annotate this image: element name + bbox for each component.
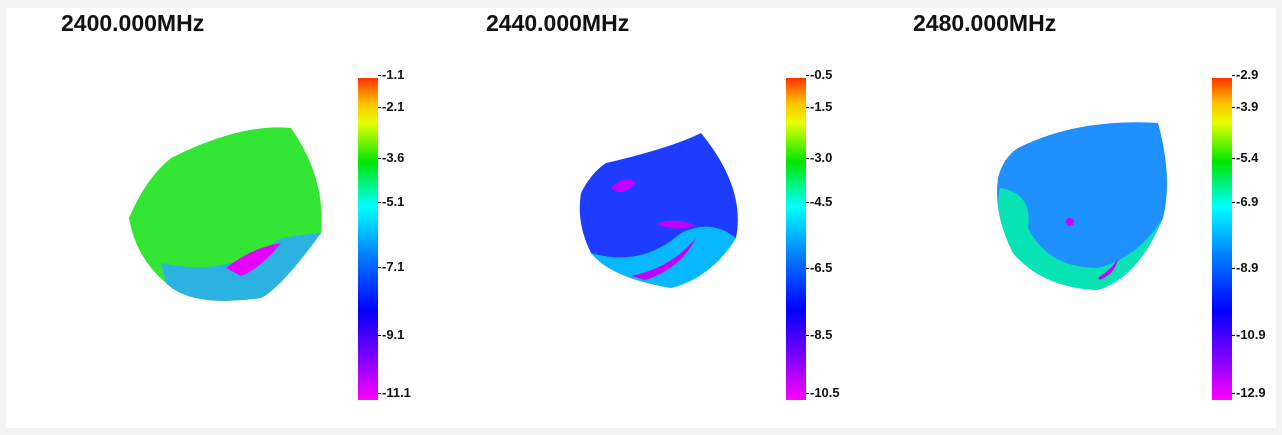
pattern-hotspot — [226, 243, 281, 276]
colorbar-tick: -5.1 — [377, 194, 405, 209]
panel-2440mhz: 2440.000MHz -0.5 -1.5 -3.0 -4.5 -6.5 -8.… — [431, 8, 856, 428]
pattern-lower-lobe — [591, 226, 736, 288]
colorbar — [786, 78, 806, 400]
pattern-lower-lobe — [998, 188, 1163, 290]
radiation-pattern-3d — [997, 122, 1167, 291]
colorbar-tick: -2.1 — [377, 99, 405, 114]
colorbar-tick: -1.1 — [377, 67, 405, 82]
colorbar-tick: -12.9 — [1232, 385, 1266, 400]
pattern-hotspot — [656, 220, 696, 229]
colorbar-tick: -3.0 — [805, 150, 833, 165]
panel-title: 2480.000MHz — [913, 10, 1057, 36]
colorbar-tick: -5.4 — [1231, 150, 1259, 165]
panel-title: 2440.000MHz — [486, 10, 630, 36]
colorbar-tick: -8.9 — [1231, 260, 1259, 275]
colorbar-tick: -1.5 — [805, 99, 833, 114]
colorbar-tick: -11.1 — [378, 385, 411, 400]
panel-title: 2400.000MHz — [61, 10, 205, 36]
colorbar-tick: -10.9 — [1232, 327, 1266, 342]
colorbar — [358, 78, 378, 400]
colorbar-tick: -6.5 — [805, 260, 833, 275]
panel-2400mhz: 2400.000MHz -1.1 -2.1 -3.6 -5.1 -7.1 -9.… — [6, 8, 426, 428]
colorbar-tick: -10.5 — [806, 385, 840, 400]
figure-frame: 2400.000MHz -1.1 -2.1 -3.6 -5.1 -7.1 -9.… — [6, 8, 1276, 428]
pattern-hotspot — [1098, 258, 1118, 280]
colorbar-tick: -0.5 — [805, 67, 833, 82]
colorbar-tick: -4.5 — [805, 194, 833, 209]
pattern-hotspot — [1066, 218, 1074, 226]
colorbar-tick: -3.6 — [377, 150, 405, 165]
colorbar-tick: -6.9 — [1231, 194, 1259, 209]
pattern-hotspot — [611, 179, 636, 192]
radiation-pattern-3d — [579, 133, 738, 288]
pattern-hotspot — [631, 238, 696, 280]
panel-2480mhz: 2480.000MHz -2.9 -3.9 -5.4 -6.9 -8.9 -10… — [858, 8, 1276, 428]
colorbar-tick: -9.1 — [377, 327, 405, 342]
colorbar-tick: -8.5 — [805, 327, 833, 342]
colorbar-tick: -2.9 — [1231, 67, 1259, 82]
colorbar-tick: -3.9 — [1231, 99, 1259, 114]
colorbar — [1212, 78, 1232, 400]
radiation-pattern-3d — [129, 127, 322, 301]
colorbar-tick: -7.1 — [377, 259, 405, 274]
